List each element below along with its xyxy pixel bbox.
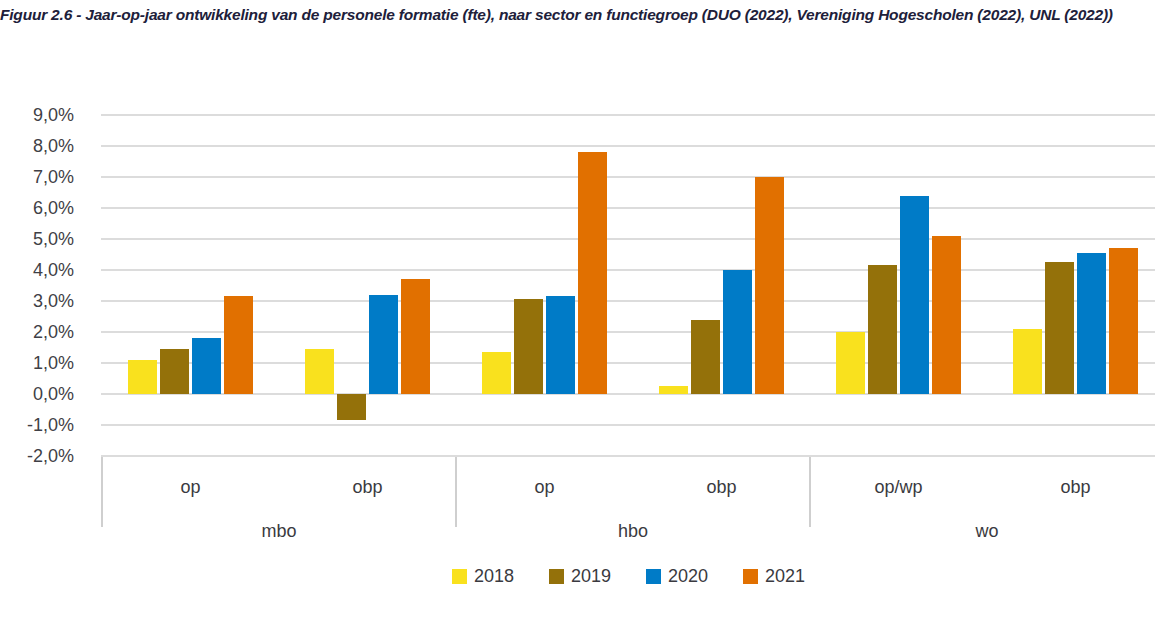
gridline	[101, 176, 1155, 178]
legend-swatch-icon	[452, 569, 467, 584]
bar-obp-2020	[1077, 253, 1106, 394]
x-axis-sector-label-mbo: mbo	[199, 521, 359, 542]
y-axis-tick-label: 3,0%	[0, 290, 74, 312]
bar-obp-2018	[659, 386, 688, 394]
chart-legend: 2018 2019 2020 2021	[102, 566, 1155, 587]
y-axis-tick-label: -1,0%	[0, 414, 74, 436]
legend-label: 2018	[474, 566, 514, 587]
x-axis-group-label: op	[131, 477, 251, 498]
bar-op/wp-2018	[836, 332, 865, 394]
gridline	[101, 238, 1155, 240]
gridline	[101, 331, 1155, 333]
y-axis-tick-label: 5,0%	[0, 228, 74, 250]
y-axis-tick-label: 6,0%	[0, 197, 74, 219]
axis-band-separator	[809, 457, 811, 527]
bar-obp-2021	[755, 177, 784, 394]
x-axis-group-label: obp	[308, 477, 428, 498]
bar-op/wp-2020	[900, 196, 929, 394]
gridline	[101, 393, 1155, 395]
legend-item-2019: 2019	[549, 566, 611, 587]
bar-op/wp-2019	[868, 265, 897, 394]
gridline	[101, 269, 1155, 271]
y-axis-tick-label: 9,0%	[0, 104, 74, 126]
bar-op-2020	[192, 338, 221, 394]
legend-item-2020: 2020	[646, 566, 708, 587]
y-axis-tick-label: 4,0%	[0, 259, 74, 281]
legend-item-2021: 2021	[743, 566, 805, 587]
bar-op-2019	[160, 349, 189, 394]
legend-swatch-icon	[549, 569, 564, 584]
bar-obp-2019	[691, 320, 720, 394]
x-axis-group-label: op	[485, 477, 605, 498]
y-axis-tick-label: 7,0%	[0, 166, 74, 188]
bar-obp-2021	[401, 279, 430, 394]
bar-op-2018	[128, 360, 157, 394]
gridline	[101, 300, 1155, 302]
legend-swatch-icon	[743, 569, 758, 584]
y-axis-tick-label: -2,0%	[0, 445, 74, 467]
legend-label: 2021	[765, 566, 805, 587]
x-axis-group-label: obp	[662, 477, 782, 498]
y-axis-tick-label: 2,0%	[0, 321, 74, 343]
x-axis-sector-label-hbo: hbo	[553, 521, 713, 542]
bar-obp-2019	[1045, 262, 1074, 394]
y-axis-tick-label: 8,0%	[0, 135, 74, 157]
x-axis-group-label: obp	[1016, 477, 1136, 498]
x-axis-sector-label-wo: wo	[907, 521, 1067, 542]
figure-canvas: Figuur 2.6 - Jaar-op-jaar ontwikkeling v…	[0, 0, 1155, 618]
gridline	[101, 145, 1155, 147]
figure-title: Figuur 2.6 - Jaar-op-jaar ontwikkeling v…	[0, 6, 1155, 24]
gridline	[101, 362, 1155, 364]
axis-band-separator	[455, 457, 457, 527]
bar-obp-2018	[1013, 329, 1042, 394]
bar-obp-2021	[1109, 248, 1138, 394]
legend-item-2018: 2018	[452, 566, 514, 587]
axis-band-separator	[101, 457, 103, 527]
bar-op-2018	[482, 352, 511, 394]
legend-swatch-icon	[646, 569, 661, 584]
bar-op-2020	[546, 296, 575, 394]
gridline	[101, 455, 1155, 457]
legend-label: 2020	[668, 566, 708, 587]
bar-op-2021	[224, 296, 253, 394]
bar-op/wp-2021	[932, 236, 961, 394]
bar-obp-2018	[305, 349, 334, 394]
legend-label: 2019	[571, 566, 611, 587]
y-axis-tick-label: 1,0%	[0, 352, 74, 374]
bar-op-2019	[514, 299, 543, 394]
y-axis-tick-label: 0,0%	[0, 383, 74, 405]
bar-obp-2020	[723, 270, 752, 394]
gridline	[101, 114, 1155, 116]
gridline	[101, 207, 1155, 209]
x-axis-group-label: op/wp	[839, 477, 959, 498]
bar-obp-2019	[337, 394, 366, 420]
gridline	[101, 424, 1155, 426]
bar-op-2021	[578, 152, 607, 394]
bar-obp-2020	[369, 295, 398, 394]
